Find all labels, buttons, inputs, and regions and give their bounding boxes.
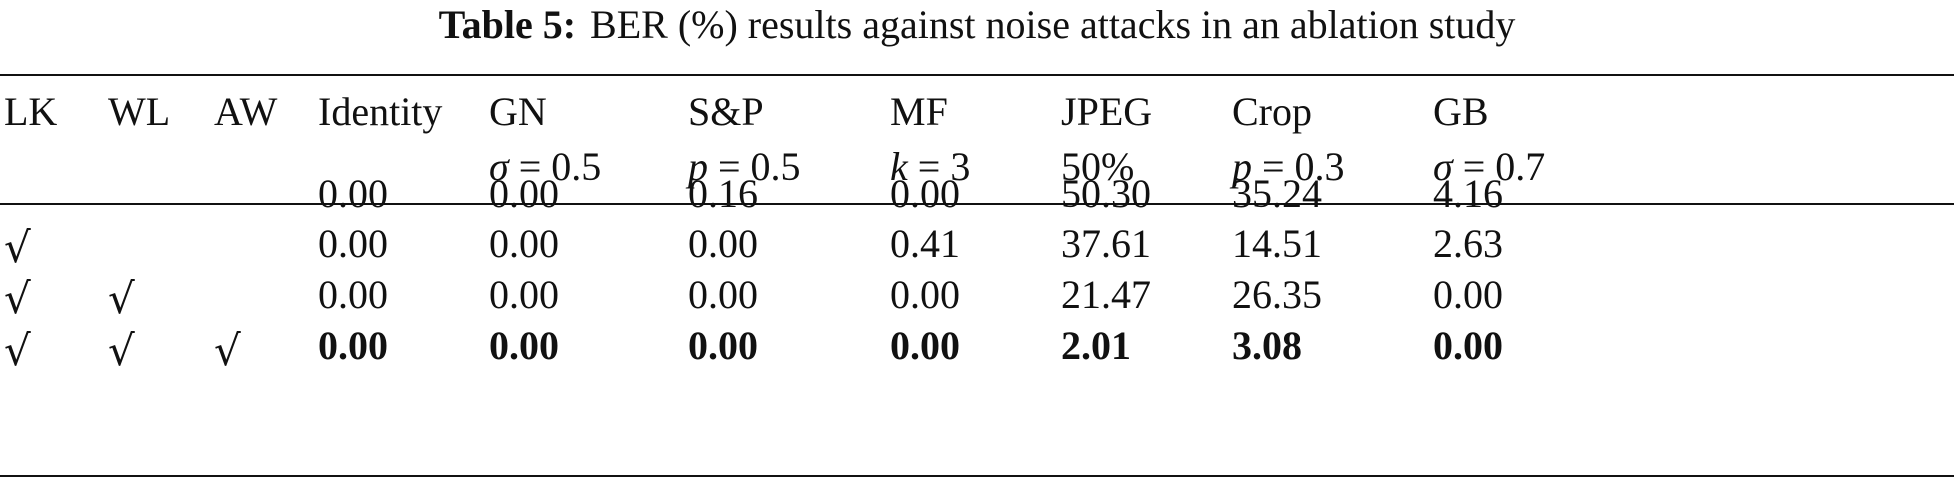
cell-r0-identity: 0.00 — [318, 171, 388, 216]
cell-r1-sp: 0.00 — [688, 221, 758, 266]
caption-text: BER (%) results against noise attacks in… — [590, 2, 1516, 47]
cell-r0-sp: 0.16 — [688, 171, 758, 216]
header-jpeg: JPEG — [1061, 89, 1153, 134]
cell-r1-jpeg: 37.61 — [1061, 221, 1151, 266]
header-mf: MF — [890, 89, 948, 134]
cell-r2-sp: 0.00 — [688, 272, 758, 317]
param-crop: p = 0.3 — [1232, 144, 1345, 189]
checkmark-r3-wl: √ — [108, 326, 135, 375]
cell-r3-mf: 0.00 — [890, 323, 960, 368]
param-gn: σ = 0.5 — [489, 144, 602, 189]
caption-label: Table 5: — [438, 2, 577, 47]
header-gn: GN — [489, 89, 547, 134]
cell-r0-gn: 0.00 — [489, 171, 559, 216]
cell-r1-gb: 2.63 — [1433, 221, 1503, 266]
cell-r3-sp: 0.00 — [688, 323, 758, 368]
param-gb: σ = 0.7 — [1433, 144, 1546, 189]
header-gb: GB — [1433, 89, 1489, 134]
header-crop: Crop — [1232, 89, 1312, 134]
header-wl: WL — [108, 89, 171, 134]
cell-r3-jpeg: 2.01 — [1061, 323, 1131, 368]
cell-r2-jpeg: 21.47 — [1061, 272, 1151, 317]
cell-r3-identity: 0.00 — [318, 323, 388, 368]
checkmark-r2-wl: √ — [108, 274, 135, 323]
param-mf: k = 3 — [890, 144, 971, 189]
cell-r3-gb: 0.00 — [1433, 323, 1503, 368]
header-sp: S&P — [688, 89, 764, 134]
cell-r1-gn: 0.00 — [489, 221, 559, 266]
cell-r0-crop: 35.24 — [1232, 171, 1322, 216]
table-caption: Table 5: BER (%) results against noise at… — [0, 0, 1954, 60]
cell-r1-mf: 0.41 — [890, 221, 960, 266]
checkmark-r3-lk: √ — [4, 326, 31, 375]
bottom-rule — [0, 475, 1954, 477]
cell-r0-gb: 4.16 — [1433, 171, 1503, 216]
checkmark-r1-lk: √ — [4, 223, 31, 272]
cell-r2-identity: 0.00 — [318, 272, 388, 317]
cell-r3-gn: 0.00 — [489, 323, 559, 368]
cell-r1-crop: 14.51 — [1232, 221, 1322, 266]
header-lk: LK — [4, 89, 58, 134]
header-identity: Identity — [318, 89, 443, 134]
checkmark-r2-lk: √ — [4, 274, 31, 323]
cell-r3-crop: 3.08 — [1232, 323, 1302, 368]
cell-r2-crop: 26.35 — [1232, 272, 1322, 317]
top-rule — [0, 74, 1954, 76]
cell-r2-mf: 0.00 — [890, 272, 960, 317]
param-jpeg: 50% — [1061, 144, 1135, 189]
cell-r0-jpeg: 50.30 — [1061, 171, 1151, 216]
param-sp: p = 0.5 — [688, 144, 801, 189]
header-aw: AW — [214, 89, 278, 134]
checkmark-r3-aw: √ — [214, 326, 241, 375]
cell-r2-gb: 0.00 — [1433, 272, 1503, 317]
header-rule — [0, 203, 1954, 205]
cell-r0-mf: 0.00 — [890, 171, 960, 216]
cell-r2-gn: 0.00 — [489, 272, 559, 317]
cell-r1-identity: 0.00 — [318, 221, 388, 266]
